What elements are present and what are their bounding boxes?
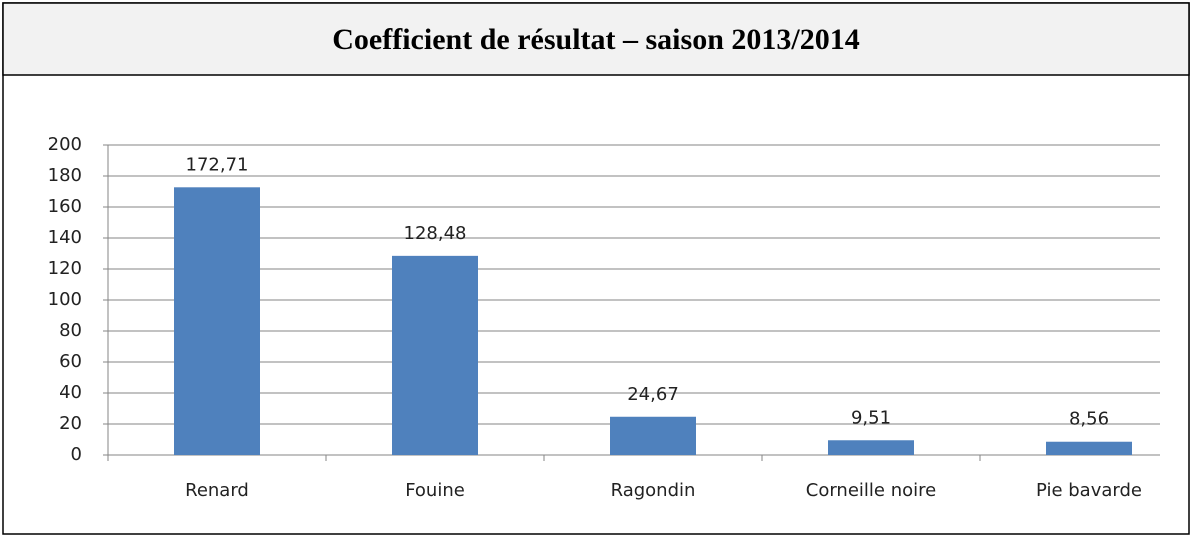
x-tick-label: Corneille noire bbox=[806, 480, 936, 501]
y-tick-label: 100 bbox=[48, 289, 82, 310]
bar bbox=[1046, 441, 1132, 455]
x-tick-label: Pie bavarde bbox=[1036, 480, 1142, 501]
value-label: 24,67 bbox=[627, 384, 679, 405]
bar bbox=[174, 187, 260, 455]
y-tick-label: 160 bbox=[48, 196, 82, 217]
value-label: 9,51 bbox=[851, 407, 891, 428]
y-tick-label: 200 bbox=[48, 134, 82, 155]
x-tick-label: Ragondin bbox=[611, 480, 696, 501]
y-tick-label: 0 bbox=[71, 444, 82, 465]
bar bbox=[610, 416, 696, 455]
y-tick-label: 40 bbox=[59, 382, 82, 403]
bar bbox=[828, 440, 914, 455]
y-tick-label: 180 bbox=[48, 165, 82, 186]
y-tick-label: 20 bbox=[59, 413, 82, 434]
y-tick-label: 140 bbox=[48, 227, 82, 248]
x-tick-label: Renard bbox=[185, 480, 249, 501]
x-tick-label: Fouine bbox=[405, 480, 465, 501]
value-label: 8,56 bbox=[1069, 409, 1109, 430]
value-label: 172,71 bbox=[186, 154, 249, 175]
y-tick-label: 60 bbox=[59, 351, 82, 372]
y-tick-label: 120 bbox=[48, 258, 82, 279]
bar bbox=[392, 255, 478, 455]
title-band bbox=[2, 2, 1190, 76]
chart-title: Coefficient de résultat – saison 2013/20… bbox=[332, 23, 859, 56]
y-tick-label: 80 bbox=[59, 320, 82, 341]
value-label: 128,48 bbox=[404, 223, 467, 244]
